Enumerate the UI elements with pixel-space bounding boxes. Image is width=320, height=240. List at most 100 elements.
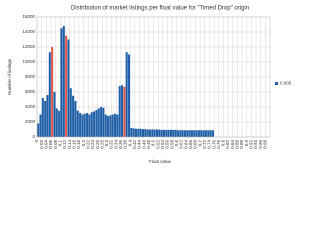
bar xyxy=(172,129,175,137)
bar xyxy=(181,130,184,137)
bar xyxy=(48,52,51,137)
legend-label: 0.005 xyxy=(280,81,292,86)
x-tick-label: 0.28 xyxy=(99,140,104,149)
x-tick-label: 0.36 xyxy=(118,140,123,149)
y-tick-label: 6000 xyxy=(25,89,36,94)
bar xyxy=(130,128,133,137)
bar xyxy=(153,129,156,137)
bar xyxy=(195,130,198,137)
bar xyxy=(44,101,47,137)
bar xyxy=(121,85,124,137)
y-tick-label: 10000 xyxy=(22,59,35,64)
page: Distribution of market listings per floa… xyxy=(7,5,292,165)
bar xyxy=(193,130,196,137)
bar xyxy=(60,28,63,137)
y-tick-label: 0 xyxy=(32,134,35,139)
bar xyxy=(90,112,93,137)
x-tick-label: 0.34 xyxy=(113,140,118,149)
bar xyxy=(200,130,203,137)
x-tick-label: 0.24 xyxy=(90,140,95,149)
bar xyxy=(118,86,121,137)
x-tick-label: 0.32 xyxy=(109,140,114,149)
bar xyxy=(53,92,56,137)
x-tick-label: 0.52 xyxy=(155,140,160,149)
plot-frame xyxy=(36,16,271,138)
bar xyxy=(209,130,212,137)
x-tick-label: 0.3 xyxy=(104,140,109,147)
bar xyxy=(158,129,161,137)
bar xyxy=(160,129,163,137)
bar xyxy=(169,129,172,137)
bar xyxy=(116,114,119,137)
x-tick-label: 0.18 xyxy=(76,140,81,149)
bar xyxy=(176,130,179,137)
bar xyxy=(69,88,72,137)
bar xyxy=(72,95,75,137)
bar xyxy=(155,129,159,137)
y-tick-label: 12000 xyxy=(22,44,35,49)
bar xyxy=(62,26,65,137)
x-tick-label: 0.1 xyxy=(57,140,62,147)
bar xyxy=(211,130,214,137)
x-tick-label: 0.12 xyxy=(62,140,67,149)
bar xyxy=(207,130,210,137)
bar xyxy=(125,52,128,137)
x-tick-label: 0.4 xyxy=(127,140,132,147)
x-tick-label: 0.5 xyxy=(151,140,156,147)
bar xyxy=(79,113,82,137)
bar xyxy=(204,130,207,137)
x-tick-label: 0.26 xyxy=(95,140,100,149)
x-tick-label: 0.46 xyxy=(141,140,146,149)
y-axis-label: Number of listings xyxy=(7,58,12,95)
bar xyxy=(55,108,58,137)
x-tick-label: 0.78 xyxy=(216,140,221,149)
legend-swatch xyxy=(275,82,278,85)
y-tick-label: 2000 xyxy=(25,119,36,124)
bar xyxy=(162,129,165,137)
bar xyxy=(76,110,79,137)
x-axis-label: Float value xyxy=(149,159,172,164)
x-tick-label: 0.48 xyxy=(146,140,151,149)
bar xyxy=(95,110,98,137)
bar xyxy=(167,129,170,137)
bar xyxy=(188,130,191,137)
y-tick-label: 16000 xyxy=(22,14,35,19)
bar xyxy=(128,54,131,137)
x-tick-label: 0.9 xyxy=(244,140,249,147)
bar xyxy=(107,116,110,137)
bar xyxy=(114,113,117,137)
bar xyxy=(86,113,89,137)
bar xyxy=(41,98,44,137)
bar xyxy=(93,111,96,137)
x-tick-label: 0.66 xyxy=(188,140,193,149)
bar xyxy=(144,129,147,137)
chart: Distribution of market listings per floa… xyxy=(7,5,292,165)
x-tick-label: 0.74 xyxy=(207,140,212,149)
y-tick-label: 8000 xyxy=(25,74,36,79)
x-tick-label: 0.86 xyxy=(235,140,240,149)
x-tick-label: 0.7 xyxy=(197,140,202,147)
x-tick-label: 0.98 xyxy=(263,140,268,149)
x-tick-label: 0.06 xyxy=(48,140,53,149)
x-tick-label: 0.04 xyxy=(44,140,49,149)
bar xyxy=(174,129,177,137)
bar xyxy=(97,108,100,137)
x-tick-label: 0.92 xyxy=(249,140,254,149)
bar xyxy=(197,130,200,137)
x-tick-label: 0.54 xyxy=(160,140,165,149)
bar xyxy=(81,114,84,137)
bar xyxy=(190,130,193,137)
y-tick-label: 4000 xyxy=(25,104,36,109)
x-tick-label: 0.62 xyxy=(179,140,184,149)
x-tick-label: 0.6 xyxy=(174,140,179,147)
bar xyxy=(104,114,107,137)
bar xyxy=(123,86,126,137)
bar xyxy=(83,113,86,137)
bar xyxy=(165,129,168,137)
bar xyxy=(137,128,140,137)
bar xyxy=(67,39,70,137)
x-tick-label: 0.56 xyxy=(165,140,170,149)
x-tick-label: 0.76 xyxy=(211,140,216,149)
x-tick-label: 0.2 xyxy=(81,140,86,147)
bar xyxy=(58,110,61,137)
